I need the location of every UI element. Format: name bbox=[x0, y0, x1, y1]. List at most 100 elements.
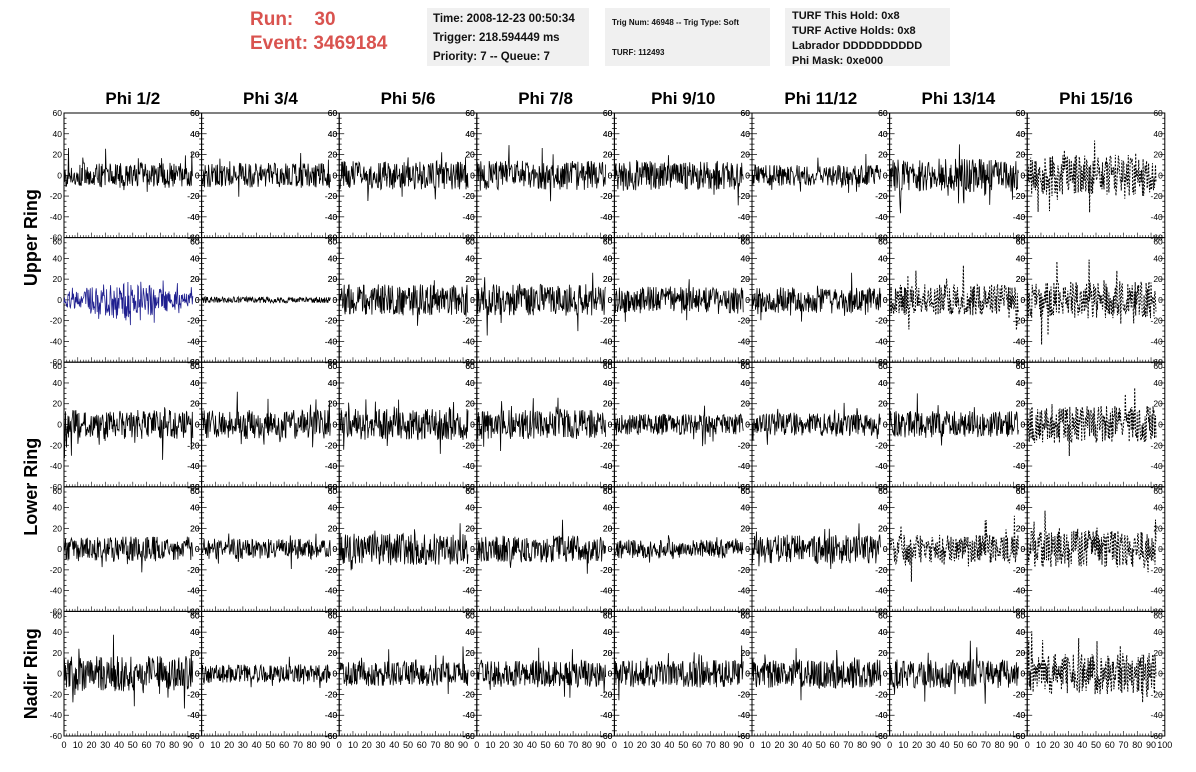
y-tick-label: 60 bbox=[328, 108, 338, 118]
waveform-trace bbox=[889, 640, 1019, 704]
plot-frame bbox=[338, 112, 478, 239]
waveform-trace bbox=[201, 152, 331, 197]
y-tick-label: 0 bbox=[57, 420, 62, 430]
y-tick-label: 20 bbox=[603, 399, 613, 409]
waveform-trace bbox=[614, 279, 744, 322]
y-tick-label: 40 bbox=[878, 503, 888, 513]
y-tick-label: -20 bbox=[600, 440, 613, 450]
x-tick-label: 20 bbox=[362, 740, 372, 750]
x-tick-label: 90 bbox=[183, 740, 193, 750]
x-tick-label: 0 bbox=[887, 740, 892, 750]
y-tick-label: 0 bbox=[883, 544, 888, 554]
x-tick-label: 20 bbox=[1050, 740, 1060, 750]
y-tick-label: 40 bbox=[741, 627, 751, 637]
y-tick-label: -40 bbox=[738, 710, 751, 720]
y-tick-label: -60 bbox=[738, 731, 751, 741]
y-tick-label: 0 bbox=[1020, 420, 1025, 430]
waveform-trace bbox=[338, 646, 469, 695]
y-tick-label: 20 bbox=[465, 274, 475, 284]
x-tick-label: 0 bbox=[337, 740, 342, 750]
y-tick-label: 0 bbox=[883, 420, 888, 430]
y-tick-label: -40 bbox=[600, 212, 613, 222]
y-tick-label: 0 bbox=[470, 295, 475, 305]
y-tick-label: -40 bbox=[463, 212, 476, 222]
y-tick-label: 0 bbox=[470, 544, 475, 554]
y-tick-label: -60 bbox=[187, 731, 200, 741]
y-tick-label: 0 bbox=[1158, 544, 1163, 554]
y-tick-label: 0 bbox=[1020, 669, 1025, 679]
y-tick-label: 0 bbox=[608, 170, 613, 180]
y-tick-label: -20 bbox=[738, 440, 751, 450]
y-tick-label: 0 bbox=[195, 170, 200, 180]
y-tick-label: 40 bbox=[190, 503, 200, 513]
y-tick-label: 40 bbox=[465, 253, 475, 263]
y-tick-label: 0 bbox=[332, 420, 337, 430]
x-tick-label: 10 bbox=[898, 740, 908, 750]
y-tick-label: -40 bbox=[1013, 461, 1026, 471]
y-tick-label: -20 bbox=[463, 440, 476, 450]
y-tick-label: -40 bbox=[187, 212, 200, 222]
y-tick-label: 20 bbox=[190, 648, 200, 658]
y-tick-label: 0 bbox=[883, 669, 888, 679]
y-tick-label: 40 bbox=[465, 627, 475, 637]
x-tick-label: 90 bbox=[871, 740, 881, 750]
column-title: Phi 7/8 bbox=[518, 89, 573, 108]
waveform-trace bbox=[476, 519, 606, 574]
x-tick-label: 20 bbox=[499, 740, 509, 750]
x-tick-label: 0 bbox=[474, 740, 479, 750]
x-tick-label: 50 bbox=[1091, 740, 1101, 750]
y-tick-label: 20 bbox=[603, 399, 613, 409]
time-info-box: Time: 2008-12-23 00:50:34 Trigger: 218.5… bbox=[427, 8, 589, 66]
y-tick-label: 40 bbox=[465, 503, 475, 513]
waveform-trace bbox=[1026, 140, 1157, 213]
y-tick-label: -20 bbox=[325, 565, 338, 575]
y-tick-label: 60 bbox=[1016, 610, 1026, 620]
y-tick-label: -20 bbox=[738, 565, 751, 575]
y-tick-label: -20 bbox=[600, 316, 613, 326]
waveform-trace bbox=[1026, 510, 1157, 573]
y-tick-label: 60 bbox=[465, 108, 475, 118]
y-tick-label: 0 bbox=[883, 420, 888, 430]
y-tick-label: 40 bbox=[878, 129, 888, 139]
y-tick-label: 60 bbox=[1153, 486, 1163, 496]
y-tick-label: 40 bbox=[1153, 627, 1163, 637]
y-tick-label: 20 bbox=[53, 648, 63, 658]
turf-active-holds-text: TURF Active Holds: 0x8 bbox=[792, 25, 916, 37]
y-tick-label: 20 bbox=[190, 150, 200, 160]
y-tick-label: -40 bbox=[463, 461, 476, 471]
waveform-trace bbox=[201, 295, 331, 304]
y-tick-label: -60 bbox=[325, 731, 338, 741]
y-tick-label: 40 bbox=[190, 627, 200, 637]
y-tick-label: 0 bbox=[745, 420, 750, 430]
y-tick-label: 0 bbox=[1020, 295, 1025, 305]
x-tick-label: 60 bbox=[554, 740, 564, 750]
y-tick-label: 60 bbox=[190, 108, 200, 118]
y-tick-label: 40 bbox=[328, 627, 338, 637]
column-title: Phi 11/12 bbox=[784, 89, 857, 108]
y-tick-label: 40 bbox=[190, 378, 200, 388]
waveform-trace bbox=[476, 272, 606, 336]
y-tick-label: 0 bbox=[745, 669, 750, 679]
y-tick-label: -20 bbox=[463, 689, 476, 699]
y-tick-label: 60 bbox=[878, 610, 888, 620]
y-tick-label: -20 bbox=[875, 440, 888, 450]
y-tick-label: -20 bbox=[50, 191, 63, 201]
y-tick-label: -40 bbox=[187, 586, 200, 596]
y-tick-label: -20 bbox=[187, 440, 200, 450]
waveform-trace bbox=[201, 656, 331, 689]
y-tick-label: 60 bbox=[603, 361, 613, 371]
x-tick-label: 50 bbox=[265, 740, 275, 750]
x-tick-label: 20 bbox=[224, 740, 234, 750]
y-tick-label: -40 bbox=[600, 212, 613, 222]
y-tick-label: 0 bbox=[1020, 669, 1025, 679]
y-tick-label: 40 bbox=[328, 129, 338, 139]
y-tick-label: -20 bbox=[600, 316, 613, 326]
x-tick-label: 10 bbox=[210, 740, 220, 750]
y-tick-label: 20 bbox=[741, 399, 751, 409]
y-tick-label: 40 bbox=[328, 129, 338, 139]
y-tick-label: 40 bbox=[878, 253, 888, 263]
y-tick-label: 0 bbox=[470, 170, 475, 180]
x-tick-label: 40 bbox=[389, 740, 399, 750]
waveform-trace bbox=[889, 515, 1019, 582]
